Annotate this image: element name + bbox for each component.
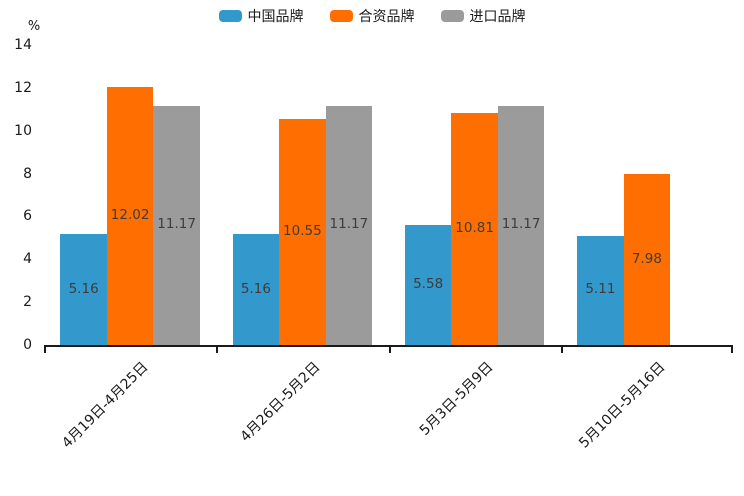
legend-label: 中国品牌 — [247, 9, 304, 25]
x-axis-tick — [388, 347, 391, 353]
x-axis-tick — [560, 347, 563, 353]
x-category-label: 5月10日-5月16日 — [576, 359, 669, 452]
y-tick-label: 4 — [23, 251, 32, 268]
x-axis-tick — [731, 347, 733, 353]
legend-label: 合资品牌 — [358, 9, 415, 25]
bar-value-label: 5.16 — [240, 280, 271, 297]
bar-合资品牌-5月3日-5月9日 — [451, 113, 498, 345]
y-tick-label: 6 — [23, 208, 32, 225]
bar-中国品牌-5月10日-5月16日 — [577, 235, 624, 345]
bar-value-label: 5.58 — [413, 276, 444, 293]
bar-中国品牌-5月3日-5月9日 — [404, 225, 452, 345]
bar-value-label: 12.02 — [110, 207, 150, 224]
bar-合资品牌-5月10日-5月16日 — [623, 174, 671, 345]
bar-合资品牌-4月26日-5月2日 — [279, 118, 326, 345]
bar-value-label: 5.11 — [585, 281, 616, 298]
legend-item: 进口品牌 — [440, 6, 526, 26]
y-tick-label: 8 — [23, 165, 32, 182]
bar-合资品牌-4月19日-4月25日 — [106, 87, 154, 345]
bar-value-label: 10.81 — [455, 220, 494, 237]
y-tick-label: 14 — [14, 37, 32, 53]
legend-item: 合资品牌 — [329, 6, 415, 26]
y-axis-unit-label: % — [27, 19, 41, 34]
bar-进口品牌-4月19日-4月25日 — [153, 105, 200, 345]
x-category-label: 4月26日-5月2日 — [237, 359, 324, 446]
x-axis-tick — [216, 347, 219, 353]
bar-进口品牌-5月3日-5月9日 — [497, 105, 545, 345]
legend-item: 中国品牌 — [218, 6, 304, 26]
y-tick-label: 2 — [23, 294, 32, 311]
legend-label: 进口品牌 — [469, 9, 526, 25]
bar-value-label: 5.16 — [68, 280, 99, 297]
legend-swatch — [440, 10, 464, 22]
x-category-label: 5月3日-5月9日 — [416, 359, 497, 439]
legend-swatch — [329, 10, 353, 22]
bar-value-label: 7.98 — [631, 250, 662, 267]
legend-swatch — [218, 10, 242, 22]
bar-value-label: 10.55 — [283, 222, 322, 239]
bar-中国品牌-4月19日-4月25日 — [60, 234, 107, 345]
x-axis-tick — [44, 347, 46, 353]
bar-value-label: 11.17 — [501, 216, 541, 233]
y-tick-label: 0 — [23, 337, 32, 353]
bar-中国品牌-4月26日-5月2日 — [232, 234, 280, 345]
plot-area: 5.16 5.16 5.58 5.11 12.02 10.55 10.81 7.98 11.17… — [44, 45, 733, 451]
y-tick-label: 12 — [14, 79, 32, 96]
bar-value-label: 11.17 — [329, 216, 369, 233]
bar-value-label: 11.17 — [157, 216, 196, 233]
y-tick-label: 10 — [14, 122, 32, 139]
bar-进口品牌-4月26日-5月2日 — [325, 105, 373, 345]
chart-legend: 中国品牌 合资品牌 进口品牌 — [0, 6, 744, 26]
x-category-label: 4月19日-4月25日 — [59, 359, 152, 452]
